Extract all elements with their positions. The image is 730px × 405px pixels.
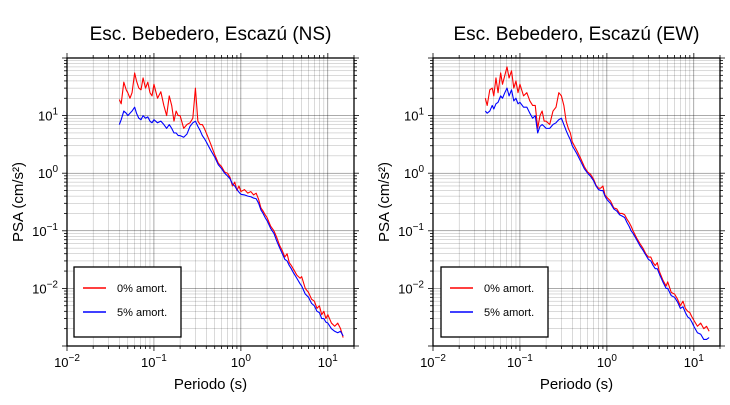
- chart-1: 10−2 10−1 100 101 10−2 10−1 100 101 Esc. Bebeder…: [10, 24, 359, 393]
- legend-box: [440, 266, 549, 338]
- y-tick-label: 101: [404, 107, 424, 124]
- x-axis-label: Periodo (s): [174, 376, 247, 393]
- y-tick-label: 10−2: [398, 279, 424, 296]
- x-axis-label: Periodo (s): [540, 376, 613, 393]
- legend: 0% amort. 5% amort.: [440, 266, 549, 338]
- x-tick-label: 100: [231, 353, 251, 370]
- chart-2: 10−2 10−1 100 101 10−2 10−1 100 101 Esc. Bebeder…: [376, 24, 725, 393]
- legend: 0% amort. 5% amort.: [73, 266, 182, 338]
- x-tick-label: 10−2: [420, 353, 446, 370]
- plot-frame: [432, 57, 721, 347]
- chart-title: Esc. Bebedero, Escazú (NS): [90, 24, 332, 45]
- x-tick-label: 10−1: [507, 353, 533, 370]
- y-tick-label: 100: [404, 164, 424, 181]
- y-tick-label: 100: [38, 164, 58, 181]
- legend-box: [73, 266, 182, 338]
- legend-label: 0% amort.: [117, 283, 167, 295]
- x-tick-label: 101: [684, 353, 704, 370]
- x-tick-label: 100: [597, 353, 617, 370]
- y-axis-label: PSA (cm/s²): [10, 162, 27, 242]
- y-tick-label: 10−1: [32, 222, 58, 239]
- x-tick-label: 10−1: [141, 353, 167, 370]
- y-axis-label: PSA (cm/s²): [376, 162, 393, 242]
- legend-label: 0% amort.: [484, 283, 534, 295]
- series-line-damped: [118, 106, 344, 337]
- y-tick-label: 101: [38, 107, 58, 124]
- y-tick-label: 10−2: [32, 279, 58, 296]
- y-tick-label: 10−1: [398, 222, 424, 239]
- series-line-damped: [484, 87, 710, 340]
- plot-frame: [66, 57, 355, 347]
- x-tick-label: 10−2: [54, 353, 80, 370]
- chart-title: Esc. Bebedero, Escazú (EW): [453, 24, 699, 45]
- legend-label: 5% amort.: [117, 307, 167, 319]
- legend-label: 5% amort.: [484, 307, 534, 319]
- series-line-undamped: [118, 72, 344, 338]
- x-tick-label: 101: [318, 353, 338, 370]
